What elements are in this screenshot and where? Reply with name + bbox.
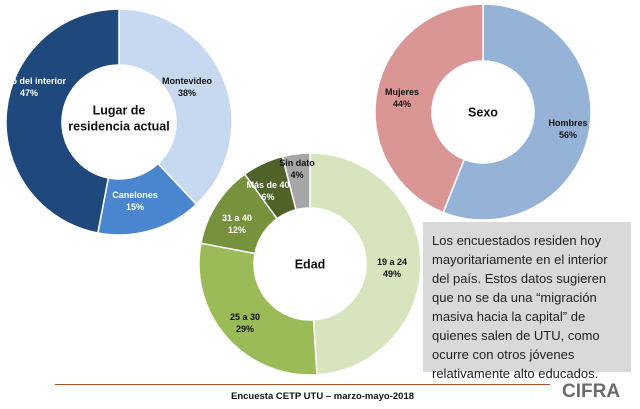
info-text-box: Los encuestados residen hoy mayoritariam… — [423, 222, 631, 381]
slice-label-sin-dato: Sin dato 4% — [279, 158, 315, 180]
slice-label-25-a-30: 25 a 30 29% — [230, 312, 260, 334]
slice-montevideo — [118, 8, 233, 206]
logo-text: CIFRA — [562, 381, 620, 402]
slice-label-mas-de-40: Más de 40 6% — [246, 180, 289, 202]
slice-hombres — [442, 3, 592, 221]
slice-label-mujeres: Mujeres 44% — [385, 87, 419, 109]
donut-chart-sexo: Hombres 56% Mujeres 44% Sexo — [374, 3, 592, 221]
slice-label-19-a-24: 19 a 24 49% — [377, 257, 407, 279]
footer-divider — [55, 384, 550, 385]
slice-resto-del-interior — [5, 8, 120, 234]
slice-label-montevideo: Montevideo 38% — [162, 76, 213, 98]
center-title-edad: Edad — [295, 257, 326, 271]
slice-label-canelones: Canelones 15% — [112, 190, 158, 212]
slice-label-31-a-40: 31 a 40 12% — [222, 213, 252, 235]
center-title-sexo: Sexo — [468, 105, 498, 119]
center-title-residencia: Lugar de residencia actual — [68, 103, 169, 133]
cifra-logo: CIFRA — [562, 381, 620, 402]
slice-19-a-24 — [309, 152, 422, 376]
footer-caption: Encuesta CETP UTU – marzo-mayo-2018 — [231, 391, 415, 402]
slice-label-hombres: Hombres 56% — [548, 118, 587, 140]
slice-sin-dato — [281, 152, 311, 211]
donut-chart-edad: 19 a 24 49% 25 a 30 29% 31 a 40 12% Más de 40 6… — [198, 152, 422, 376]
slice-25-a-30 — [198, 242, 318, 376]
slice-mujeres — [374, 3, 484, 214]
info-text: Los encuestados residen hoy mayoritariam… — [432, 233, 608, 381]
